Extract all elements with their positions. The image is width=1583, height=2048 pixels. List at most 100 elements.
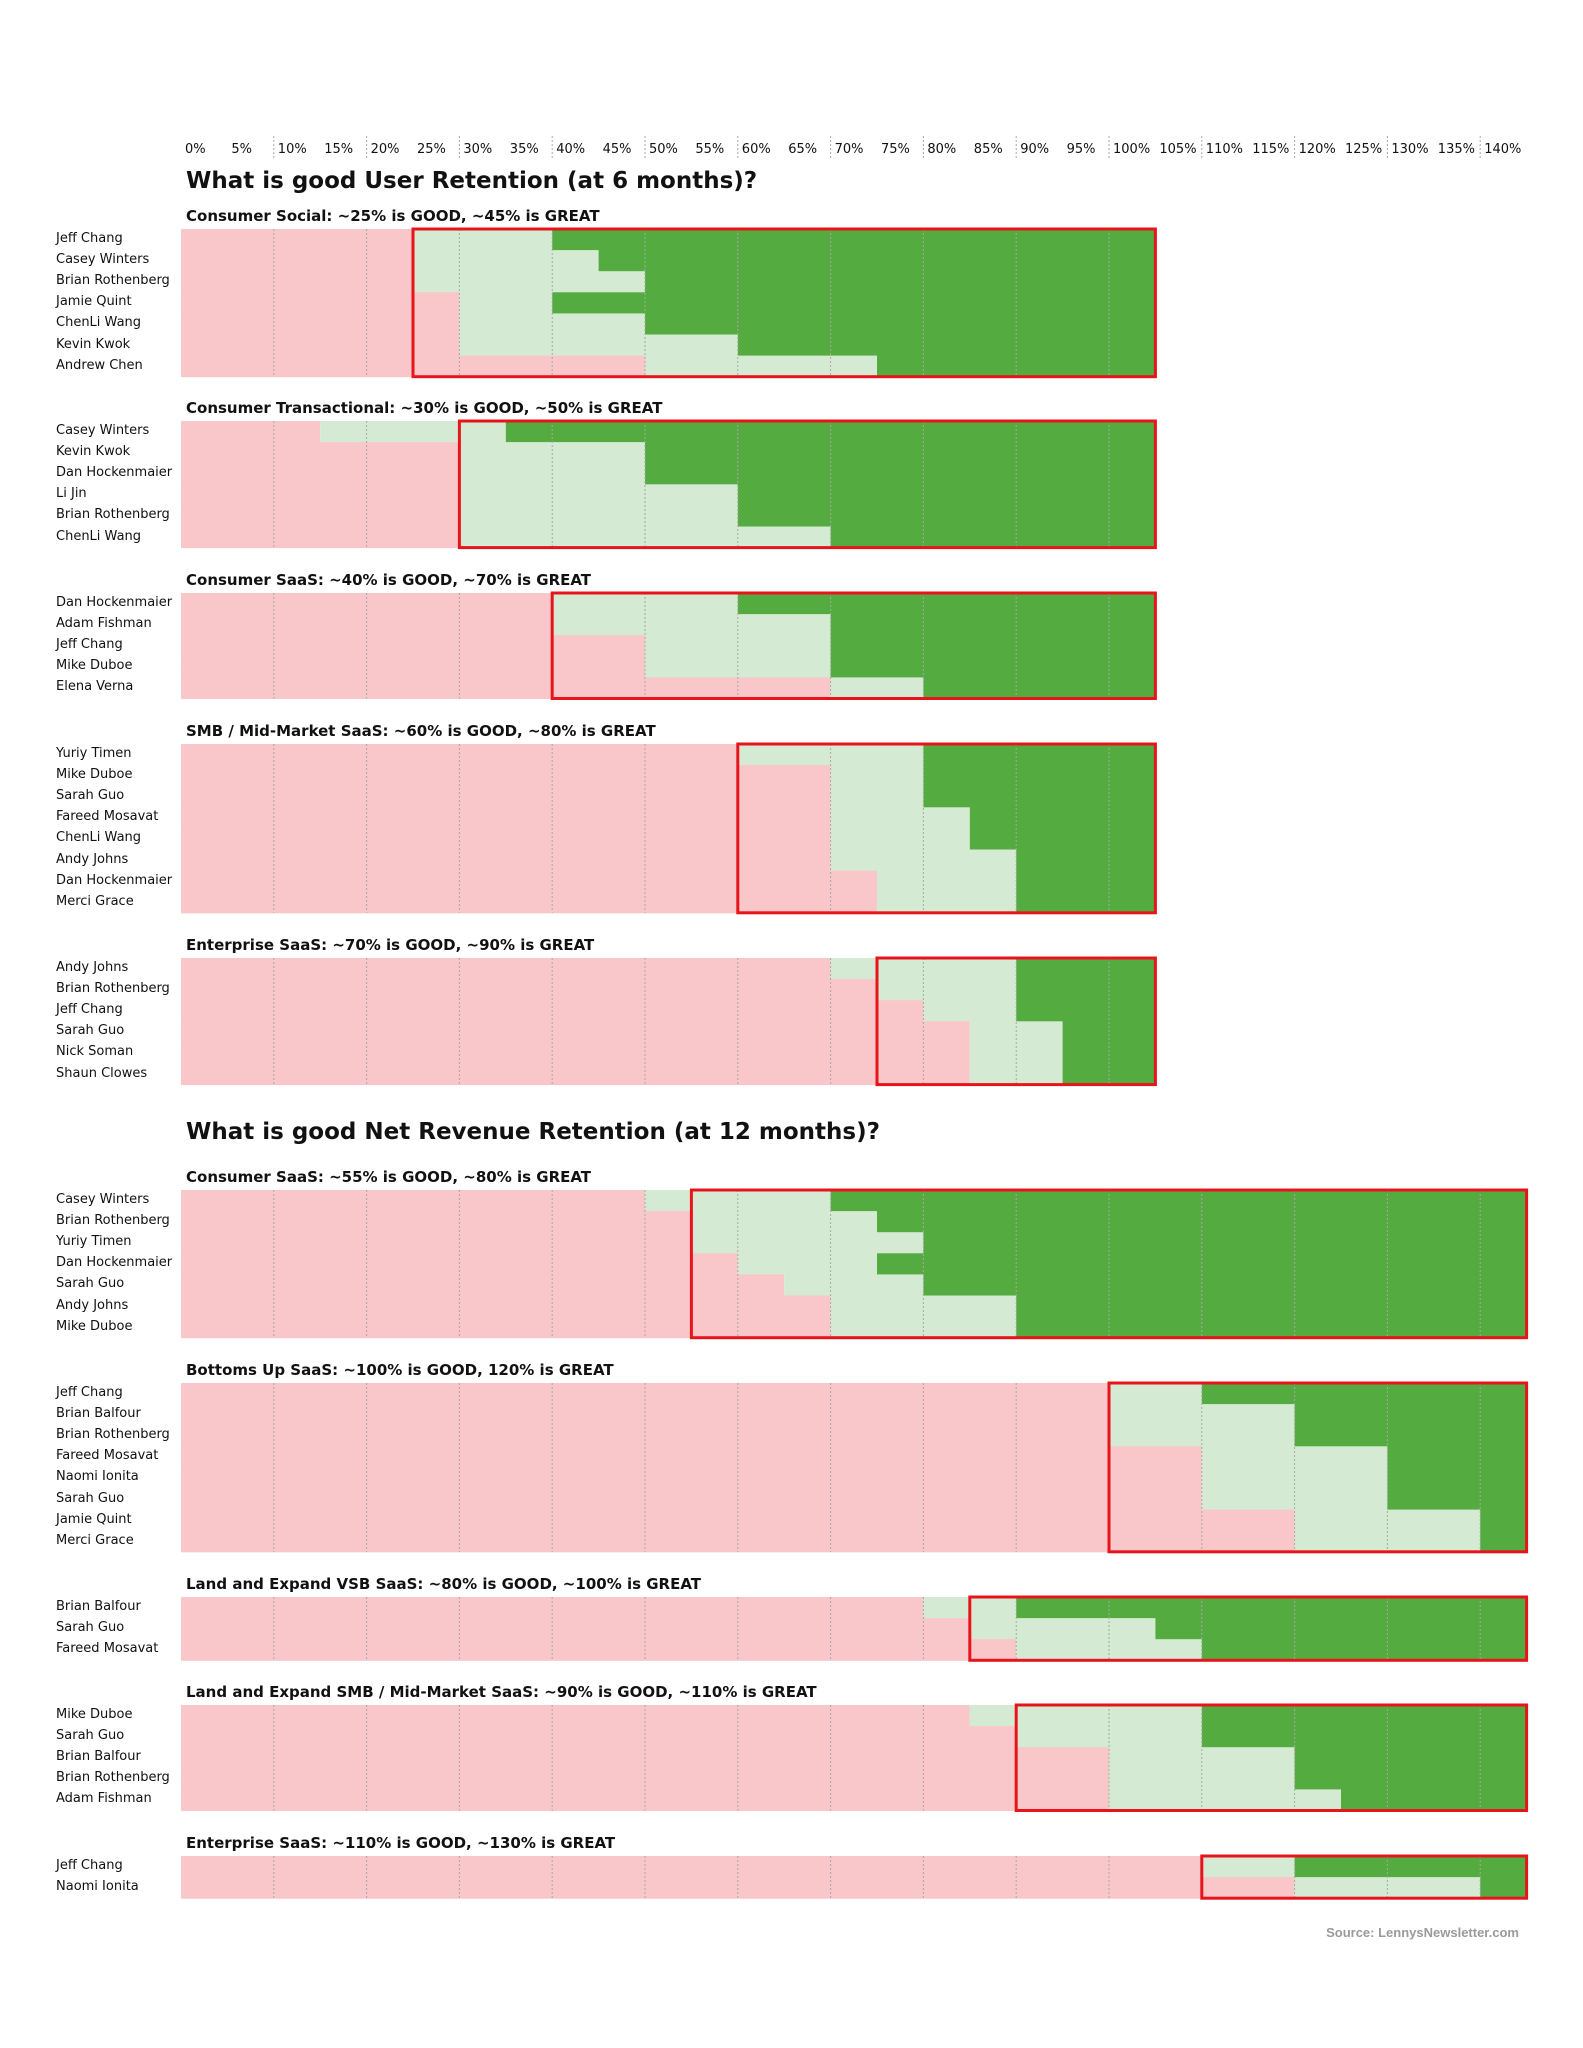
x-tick-label: 35% — [509, 142, 539, 157]
great-bar — [1387, 1446, 1527, 1468]
below-good-bar — [181, 1042, 970, 1064]
great-bar — [1201, 1639, 1527, 1661]
great-bar — [969, 807, 1156, 829]
great-bar — [1387, 1488, 1527, 1511]
x-tick-label: 30% — [463, 142, 493, 157]
great-bar — [969, 828, 1156, 850]
group-title: Consumer Transactional: ~30% is GOOD, ~5… — [186, 399, 663, 417]
respondent-name: Jeff Chang — [56, 1002, 123, 1018]
below-good-bar — [181, 505, 460, 527]
respondent-name: Mike Duboe — [56, 1707, 133, 1722]
good-bar — [877, 979, 1017, 1001]
good-bar — [459, 334, 738, 357]
below-good-bar — [181, 765, 831, 787]
x-tick-label: 110% — [1205, 142, 1243, 157]
good-bar — [784, 1274, 924, 1296]
good-bar — [1294, 1530, 1481, 1553]
good-bar — [1109, 1789, 1341, 1811]
respondent-name: Sarah Guo — [56, 1620, 125, 1636]
below-good-bar — [181, 421, 321, 443]
respondent-name: Andy Johns — [56, 960, 129, 975]
good-bar — [969, 1021, 1063, 1043]
good-bar — [691, 1211, 877, 1233]
respondent-name: Sarah Guo — [56, 1490, 125, 1506]
x-tick-label: 55% — [695, 142, 725, 157]
respondent-name: Li Jin — [56, 486, 87, 502]
good-bar — [830, 786, 924, 808]
x-tick-label: 105% — [1159, 142, 1197, 157]
respondent-name: Elena Verna — [56, 679, 134, 695]
below-good-bar — [181, 786, 831, 808]
good-bar — [320, 421, 506, 443]
respondent-name: Andy Johns — [56, 1297, 129, 1313]
x-tick-label: 90% — [1020, 142, 1050, 157]
below-good-bar — [181, 442, 460, 464]
group-title: Land and Expand VSB SaaS: ~80% is GOOD, … — [186, 1575, 702, 1593]
great-bar — [877, 1253, 1527, 1275]
x-tick-label: 140% — [1484, 142, 1522, 157]
respondent-name: Jamie Quint — [56, 1511, 132, 1527]
great-bar — [598, 250, 1156, 272]
great-bar — [645, 442, 1156, 464]
group-title: Consumer Social: ~25% is GOOD, ~45% is G… — [186, 207, 600, 225]
respondent-name: Jeff Chang — [56, 1385, 123, 1400]
below-good-bar — [181, 1211, 692, 1233]
respondent-name: Sarah Guo — [56, 1276, 125, 1292]
great-bar — [1201, 1705, 1527, 1727]
x-tick-label: 135% — [1437, 142, 1475, 157]
respondent-name: Casey Winters — [56, 252, 150, 268]
great-bar — [1016, 979, 1156, 1001]
great-bar — [1016, 958, 1156, 980]
great-bar — [552, 229, 1156, 251]
respondent-name: Yuriy Timen — [56, 1234, 132, 1250]
respondent-name: Naomi Ionita — [56, 1469, 139, 1485]
great-bar — [1480, 1530, 1527, 1553]
great-bar — [1201, 1383, 1527, 1405]
good-bar — [830, 677, 924, 699]
below-good-bar — [181, 1021, 970, 1043]
good-bar — [1201, 1856, 1295, 1878]
respondent-name: Dan Hockenmaier — [56, 465, 173, 481]
below-good-bar — [181, 744, 738, 766]
respondent-name: Brian Rothenberg — [56, 1213, 170, 1229]
great-bar — [1016, 891, 1156, 914]
good-bar — [877, 891, 1017, 914]
great-bar — [645, 271, 1156, 293]
group-title: Enterprise SaaS: ~110% is GOOD, ~130% is… — [186, 1834, 616, 1852]
respondent-name: Sarah Guo — [56, 1728, 125, 1744]
good-bar — [459, 292, 553, 314]
below-good-bar — [181, 1063, 970, 1086]
below-good-bar — [181, 1316, 831, 1339]
great-bar — [923, 677, 1156, 699]
below-good-bar — [181, 979, 877, 1001]
group-title: Bottoms Up SaaS: ~100% is GOOD, 120% is … — [186, 1361, 614, 1379]
below-good-bar — [181, 1446, 1202, 1468]
x-tick-label: 120% — [1298, 142, 1336, 157]
good-range-box — [875, 956, 1157, 1087]
respondent-name: Casey Winters — [56, 423, 150, 438]
below-good-bar — [181, 1404, 1109, 1426]
x-tick-label: 0% — [185, 142, 206, 157]
great-bar — [1480, 1509, 1527, 1532]
below-good-bar — [181, 1467, 1202, 1489]
good-range-box — [550, 591, 1157, 700]
respondent-name: Jeff Chang — [56, 637, 123, 653]
great-bar — [830, 656, 1156, 678]
below-good-bar — [181, 958, 831, 980]
good-range-box — [1107, 1381, 1529, 1554]
x-tick-label: 95% — [1066, 142, 1096, 157]
respondent-name: Mike Duboe — [56, 1318, 133, 1334]
respondent-name: Fareed Mosavat — [56, 1448, 159, 1464]
good-range-box — [1200, 1854, 1529, 1900]
good-bar — [923, 1000, 1017, 1022]
below-good-bar — [181, 1597, 924, 1619]
good-bar — [830, 765, 924, 787]
great-bar — [737, 505, 1156, 527]
below-good-bar — [181, 656, 645, 678]
x-tick-label: 50% — [649, 142, 678, 157]
x-tick-label: 20% — [370, 142, 400, 157]
great-bar — [1294, 1425, 1527, 1447]
x-tick-label: 65% — [788, 142, 818, 157]
respondent-name: Sarah Guo — [56, 1023, 125, 1039]
